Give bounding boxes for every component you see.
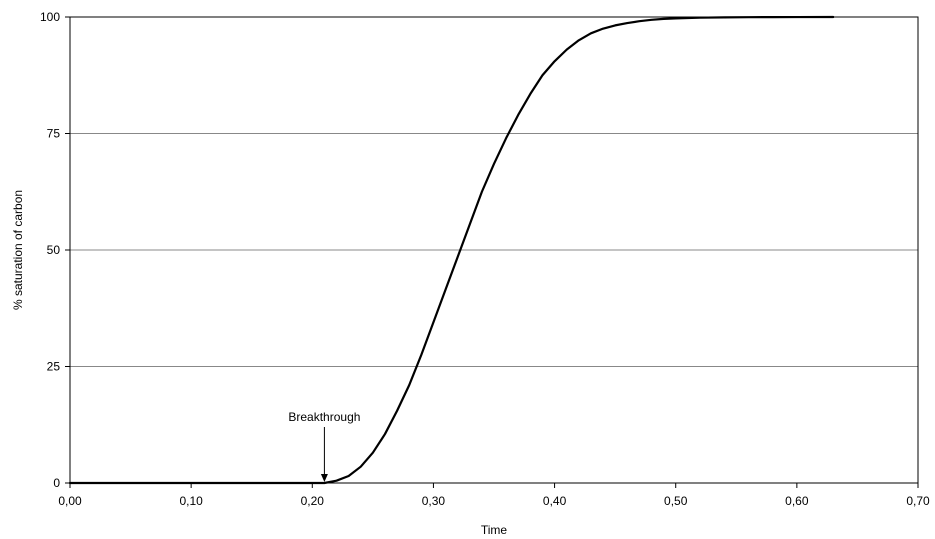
annotation-label: Breakthrough — [288, 410, 360, 424]
y-tick-label: 25 — [47, 360, 61, 374]
grid-lines — [70, 133, 918, 367]
y-tick-label: 100 — [40, 10, 60, 24]
x-tick-label: 0,10 — [179, 494, 203, 508]
x-tick-label: 0,30 — [422, 494, 446, 508]
x-tick-label: 0,70 — [906, 494, 930, 508]
series-group — [68, 15, 835, 485]
annotation-group: Breakthrough — [288, 410, 360, 482]
y-tick-label: 0 — [53, 476, 60, 490]
x-tick-labels: 0,00 0,10 0,20 0,30 0,40 0,50 0,60 0,70 — [58, 483, 930, 508]
x-tick-label: 0,40 — [543, 494, 567, 508]
x-tick-label: 0,60 — [785, 494, 809, 508]
y-tick-label: 50 — [47, 243, 61, 257]
x-axis-title: Time — [481, 523, 508, 537]
x-tick-label: 0,20 — [301, 494, 325, 508]
x-tick-label: 0,50 — [664, 494, 688, 508]
y-tick-label: 75 — [47, 127, 61, 141]
series-line — [68, 15, 835, 485]
x-tick-label: 0,00 — [58, 494, 82, 508]
y-axis-title: % saturation of carbon — [11, 190, 25, 310]
annotation-arrow-icon — [320, 474, 328, 482]
y-tick-labels: 0 25 50 75 100 — [40, 10, 70, 490]
